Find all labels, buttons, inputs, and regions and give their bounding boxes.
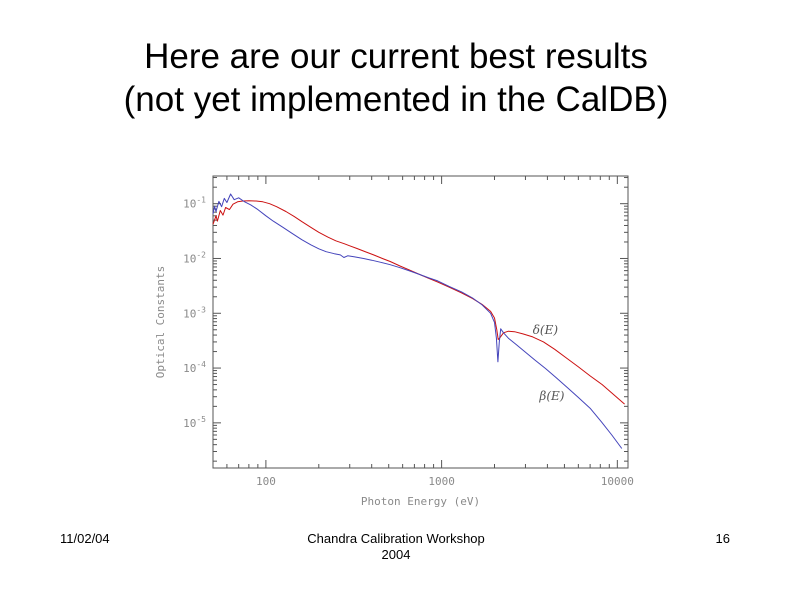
footer-workshop-line2: 2004 (381, 547, 411, 562)
series-curve-1 (212, 193, 623, 449)
x-tick-label: 100 (256, 475, 276, 488)
slide-title-line1: Here are our current best results (144, 37, 648, 76)
plot-frame (212, 175, 629, 469)
y-tick-label: 10-5 (183, 415, 206, 430)
footer-page-number: 16 (715, 531, 730, 546)
footer-workshop-line1: Chandra Calibration Workshop (307, 531, 485, 546)
chart-area: 100 1000 10000 10-1 10-2 10-3 10-4 10-5 Photon E… (148, 166, 668, 516)
y-tick-label: 10-2 (183, 251, 206, 266)
curve-annotation: β(E) (538, 389, 564, 403)
series-curve-0 (212, 200, 625, 405)
curve-annotation: δ(E) (533, 323, 559, 337)
y-axis-label: Optical Constants (154, 266, 167, 379)
y-tick-label: 10-1 (183, 196, 206, 211)
footer-date: 11/02/04 (60, 531, 110, 546)
y-tick-label: 10-3 (183, 305, 206, 320)
footer-workshop: Chandra Calibration Workshop 2004 (0, 531, 792, 563)
optical-constants-chart: 100 1000 10000 10-1 10-2 10-3 10-4 10-5 Photon E… (154, 175, 634, 508)
slide-title: Here are our current best results (not y… (0, 36, 792, 121)
slide-title-line2: (not yet implemented in the CalDB) (123, 79, 669, 119)
x-tick-label: 1000 (428, 475, 455, 488)
y-tick-label: 10-4 (183, 360, 206, 375)
x-axis-label: Photon Energy (eV) (361, 495, 480, 508)
x-tick-label: 10000 (601, 475, 634, 488)
